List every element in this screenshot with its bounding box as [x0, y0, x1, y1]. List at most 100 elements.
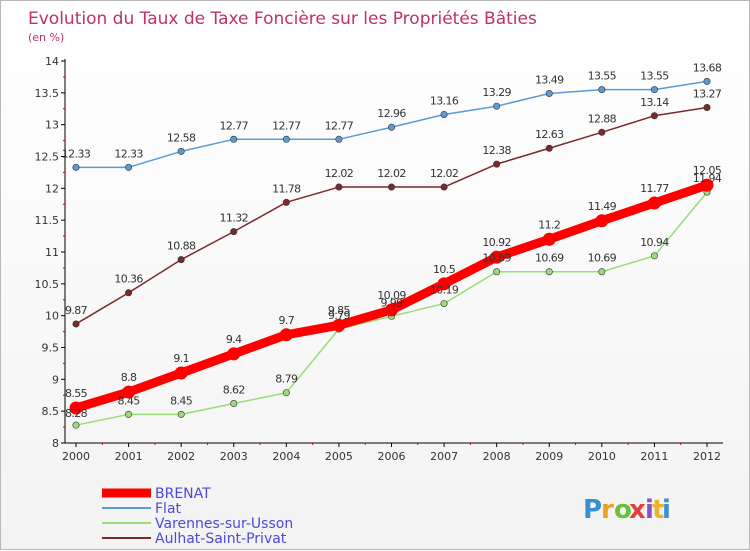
data-label: 12.77: [325, 119, 354, 132]
data-point: [440, 110, 448, 118]
data-label: 8.55: [65, 387, 88, 400]
data-label: 13.27: [693, 87, 722, 100]
data-label: 11.32: [220, 212, 249, 225]
data-point: [437, 277, 451, 291]
y-tick-label: 10: [45, 310, 59, 323]
data-point: [545, 89, 553, 97]
data-label: 13.49: [535, 73, 564, 86]
data-label: 10.36: [114, 273, 143, 286]
x-tick-label: 2011: [640, 450, 668, 463]
data-label: 10.69: [482, 252, 511, 265]
x-tick-label: 2009: [535, 450, 563, 463]
x-tick-label: 2006: [378, 450, 406, 463]
legend-label: Varennes-sur-Usson: [155, 516, 293, 532]
data-point: [598, 128, 606, 136]
data-label: 13.16: [430, 94, 459, 107]
y-tick-label: 9.5: [42, 342, 60, 355]
x-tick-label: 2003: [220, 450, 248, 463]
data-point: [174, 366, 188, 380]
data-label: 12.38: [482, 144, 511, 157]
data-label: 10.92: [482, 236, 511, 249]
data-point: [335, 183, 343, 191]
data-point: [230, 135, 238, 143]
data-label: 8.45: [118, 394, 141, 407]
x-tick-label: 2001: [115, 450, 143, 463]
data-point: [227, 347, 241, 361]
x-tick-label: 2012: [693, 450, 721, 463]
y-tick-label: 12: [45, 182, 59, 195]
data-label: 12.02: [377, 167, 406, 180]
data-point: [650, 252, 658, 260]
logo-letter: r: [601, 495, 614, 525]
data-point: [282, 135, 290, 143]
logo-letter: x: [629, 495, 646, 525]
data-point: [650, 86, 658, 94]
data-point: [703, 77, 711, 85]
x-tick-label: 2000: [62, 450, 90, 463]
data-point: [125, 410, 133, 418]
data-label: 12.96: [377, 107, 406, 120]
data-point: [650, 112, 658, 120]
data-point: [493, 102, 501, 110]
data-label: 10.69: [535, 252, 564, 265]
data-point: [598, 268, 606, 276]
data-label: 9.99: [380, 296, 403, 309]
data-label: 10.94: [640, 236, 669, 249]
data-point: [282, 198, 290, 206]
data-label: 12.33: [114, 147, 143, 160]
data-point: [72, 163, 80, 171]
data-point: [332, 318, 346, 332]
x-tick-label: 2010: [588, 450, 616, 463]
x-tick-label: 2007: [430, 450, 458, 463]
data-label: 12.02: [430, 167, 459, 180]
data-label: 9.79: [328, 309, 351, 322]
data-label: 12.88: [588, 112, 617, 125]
y-tick-label: 11: [45, 246, 59, 259]
data-label: 12.77: [272, 119, 301, 132]
data-label: 12.63: [535, 128, 564, 141]
data-label: 10.5: [433, 263, 456, 276]
data-point: [72, 421, 80, 429]
data-label: 9.87: [65, 304, 88, 317]
data-point: [493, 160, 501, 168]
data-point: [647, 196, 661, 210]
chart-subtitle: (en %): [28, 31, 64, 44]
x-tick-label: 2004: [272, 450, 300, 463]
data-label: 13.14: [640, 96, 669, 109]
legend-label: Flat: [155, 501, 182, 517]
data-label: 8.79: [275, 373, 298, 386]
data-point: [703, 103, 711, 111]
data-point: [387, 183, 395, 191]
data-point: [177, 410, 185, 418]
logo-letter: i: [645, 495, 654, 525]
y-tick-label: 12.5: [35, 151, 60, 164]
data-point: [125, 163, 133, 171]
data-label: 12.77: [220, 119, 249, 132]
data-point: [595, 214, 609, 228]
data-label: 10.19: [430, 284, 459, 297]
data-point: [545, 144, 553, 152]
y-tick-label: 13.5: [35, 87, 60, 100]
y-tick-label: 8: [52, 437, 59, 450]
data-point: [230, 400, 238, 408]
data-label: 9.7: [278, 314, 294, 327]
data-point: [230, 228, 238, 236]
data-label: 11.2: [538, 218, 560, 231]
data-point: [177, 147, 185, 155]
data-point: [542, 232, 556, 246]
data-label: 11.94: [693, 172, 722, 185]
chart-title: Evolution du Taux de Taxe Foncière sur l…: [28, 9, 537, 29]
y-tick-label: 13: [45, 119, 59, 132]
data-point: [385, 303, 398, 317]
y-tick-label: 14: [45, 55, 59, 68]
legend-label: Aulhat-Saint-Privat: [155, 531, 287, 547]
data-label: 12.02: [325, 167, 354, 180]
data-label: 8.8: [121, 371, 137, 384]
data-label: 12.33: [62, 147, 91, 160]
x-tick-label: 2005: [325, 450, 353, 463]
data-label: 10.88: [167, 240, 196, 253]
logo-letter: t: [652, 495, 664, 525]
y-tick-label: 9: [52, 373, 59, 386]
axes: 8 8.5 9 9.5 10 10.5 11 11.5 12 12.5 13 13.5 14 2000 20…: [35, 55, 723, 463]
